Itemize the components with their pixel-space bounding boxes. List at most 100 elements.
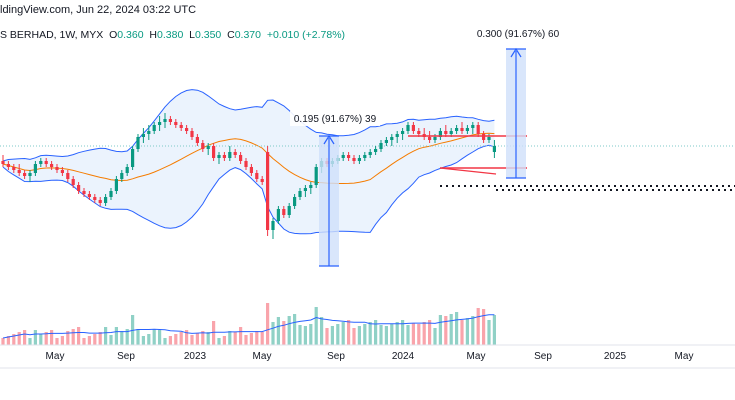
close-label: C <box>227 29 235 41</box>
volume-bar <box>282 321 286 345</box>
volume-bar <box>341 322 345 345</box>
volume-bar <box>471 316 475 345</box>
candle-body <box>71 179 75 185</box>
volume-bar <box>228 331 232 345</box>
volume-bar <box>179 332 183 345</box>
candle-body <box>233 152 237 155</box>
volume-bar <box>39 334 43 345</box>
measure-label: 0.300 (91.67%) 60 <box>477 29 560 40</box>
open-label: O <box>109 29 118 41</box>
volume-bar <box>347 320 351 345</box>
symbol-legend: S BERHAD, 1W, MYX O0.360 H0.380 L0.350 C… <box>0 29 345 41</box>
candle-body <box>6 164 10 167</box>
candle-body <box>384 140 388 143</box>
candle-body <box>158 122 162 125</box>
volume-bar <box>185 330 189 345</box>
candle-body <box>239 155 243 161</box>
candle-body <box>114 179 118 191</box>
volume-bar <box>71 329 75 345</box>
volume-bar <box>1 338 5 345</box>
candle-body <box>201 143 205 149</box>
candle-body <box>104 197 108 203</box>
candle-body <box>460 128 464 131</box>
candle-body <box>303 188 307 191</box>
candle-body <box>417 131 421 134</box>
drawings-layer: 0.195 (91.67%) 39 0.300 (91.67%) 60 <box>290 26 735 267</box>
measure-label-bg <box>290 111 380 126</box>
volume-bar <box>476 308 480 345</box>
candle-body <box>492 146 496 152</box>
candle-body <box>282 209 286 215</box>
volume-bar <box>12 334 16 345</box>
volume-bar <box>147 334 151 345</box>
volume-bar <box>325 328 329 345</box>
volume-bar <box>152 329 156 345</box>
candle-body <box>66 173 70 179</box>
time-axis-label: May <box>675 351 694 362</box>
candle-body <box>347 155 351 158</box>
volume-bar <box>82 338 86 345</box>
volume-bar <box>406 325 410 345</box>
candle-body <box>109 191 113 197</box>
candle-body <box>476 125 480 134</box>
candle-body <box>55 167 59 170</box>
candle-body <box>60 170 64 173</box>
volume-bar <box>357 326 361 345</box>
sma-line <box>2 132 495 184</box>
candle-body <box>87 194 91 197</box>
volume-bar <box>492 315 496 345</box>
candle-body <box>368 152 372 155</box>
candle-body <box>82 191 86 194</box>
candle-body <box>379 143 383 149</box>
volume-bar <box>438 315 442 345</box>
candle-body <box>374 149 378 152</box>
candle-body <box>287 206 291 215</box>
measure-label-bg <box>473 26 563 41</box>
candle-body <box>185 128 189 131</box>
candle-body <box>249 167 253 173</box>
volume-bar <box>260 332 264 345</box>
volume-bar <box>174 334 178 345</box>
volume-bar <box>417 324 421 345</box>
candle-body <box>255 173 259 179</box>
time-axis-label: 2023 <box>184 351 207 362</box>
volume-bar <box>141 336 145 345</box>
volume-bar <box>320 317 324 345</box>
candle-body <box>266 152 270 230</box>
candle-body <box>341 155 345 158</box>
candle-body <box>395 134 399 137</box>
candle-body <box>357 158 361 161</box>
volume-bar <box>87 336 91 345</box>
change-value: +0.010 (+2.78%) <box>266 29 346 41</box>
candle-body <box>363 155 367 158</box>
volume-bar <box>298 325 302 345</box>
candles-layer <box>1 113 496 239</box>
high-value: 0.380 <box>157 29 184 41</box>
time-axis-label: May <box>467 351 486 362</box>
volume-bar <box>44 332 48 345</box>
volume-bar <box>379 325 383 345</box>
low-label: L <box>189 29 195 41</box>
volume-bar <box>212 321 216 345</box>
bollinger-band-layer <box>0 89 735 235</box>
volume-bar <box>433 328 437 345</box>
candle-body <box>98 200 102 203</box>
volume-bar <box>428 320 432 345</box>
symbol-name: S BERHAD, 1W, MYX <box>0 29 104 41</box>
candle-body <box>309 185 313 188</box>
volume-bar <box>352 328 356 345</box>
volume-bar <box>314 307 318 345</box>
volume-bar <box>50 330 54 345</box>
candle-body <box>276 209 280 221</box>
candle-body <box>17 170 21 173</box>
candle-body <box>44 161 48 164</box>
candle-body <box>411 125 415 131</box>
candle-body <box>314 167 318 185</box>
volume-bar <box>330 326 334 345</box>
volume-bar <box>23 330 27 345</box>
candle-body <box>401 131 405 134</box>
candle-body <box>168 119 172 122</box>
volume-bar <box>363 324 367 345</box>
candle-body <box>260 179 264 182</box>
